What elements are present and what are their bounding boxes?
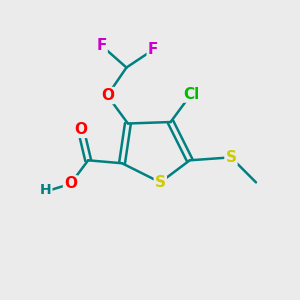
Text: O: O <box>101 88 114 103</box>
Text: O: O <box>74 122 87 137</box>
Text: S: S <box>226 150 236 165</box>
Text: H: H <box>40 183 51 197</box>
Text: F: F <box>96 38 106 53</box>
Text: S: S <box>155 175 166 190</box>
Text: O: O <box>64 176 77 191</box>
Text: F: F <box>148 42 158 57</box>
Text: Cl: Cl <box>183 87 199 102</box>
